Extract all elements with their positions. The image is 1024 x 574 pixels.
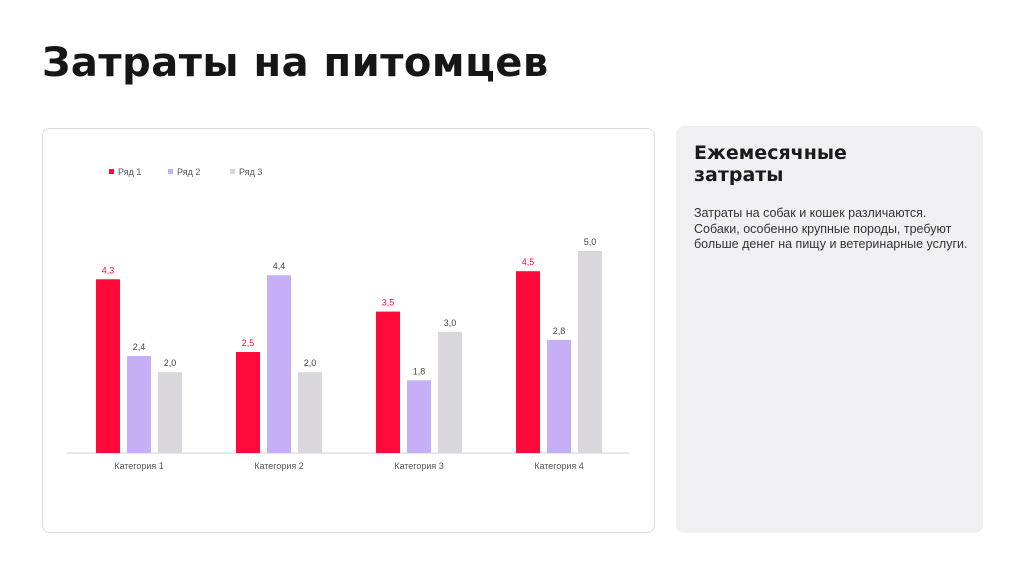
bar bbox=[158, 372, 182, 453]
x-tick-label: Категория 4 bbox=[534, 461, 584, 471]
chart-card: Ряд 1 Ряд 2 Ряд 3 4,3 2,5 3,5 4,5 2,4 4,4 1,8 2,8 2… bbox=[42, 128, 655, 533]
data-label: 4,5 bbox=[522, 257, 535, 267]
bar bbox=[578, 251, 602, 453]
bar bbox=[267, 275, 291, 453]
data-label: 2,5 bbox=[242, 338, 255, 348]
x-tick-label: Категория 1 bbox=[114, 461, 164, 471]
info-panel-text: Затраты на собак и кошек различаются. Со… bbox=[694, 206, 968, 251]
x-tick-label: Категория 3 bbox=[394, 461, 444, 471]
bar bbox=[127, 356, 151, 453]
bar bbox=[407, 380, 431, 453]
data-label: 3,5 bbox=[382, 298, 395, 308]
data-label: 2,0 bbox=[304, 358, 317, 368]
legend-label: Ряд 2 bbox=[177, 167, 200, 177]
data-label: 2,4 bbox=[133, 342, 146, 352]
legend-label: Ряд 3 bbox=[239, 167, 262, 177]
bar bbox=[438, 331, 462, 453]
bar bbox=[96, 279, 120, 453]
data-label: 4,4 bbox=[273, 261, 286, 271]
info-panel-title: Ежемесячные затраты bbox=[694, 142, 847, 186]
data-label: 5,0 bbox=[584, 237, 597, 247]
bar bbox=[376, 311, 400, 453]
legend-swatch bbox=[168, 169, 173, 174]
data-label: 4,3 bbox=[102, 265, 115, 275]
slide-title: Затраты на питомцев bbox=[42, 40, 549, 86]
data-label: 2,0 bbox=[164, 358, 177, 368]
legend-swatch bbox=[230, 169, 235, 174]
bar bbox=[547, 339, 571, 453]
x-tick-label: Категория 2 bbox=[254, 461, 304, 471]
bar bbox=[516, 271, 540, 453]
data-label: 2,8 bbox=[553, 326, 566, 336]
bar bbox=[298, 372, 322, 453]
bar bbox=[236, 352, 260, 453]
info-panel: Ежемесячные затраты Затраты на собак и к… bbox=[676, 126, 983, 533]
data-label: 3,0 bbox=[444, 318, 457, 328]
data-label: 1,8 bbox=[413, 366, 426, 376]
legend-label: Ряд 1 bbox=[118, 167, 141, 177]
legend-swatch bbox=[109, 169, 114, 174]
bar-chart: Ряд 1 Ряд 2 Ряд 3 4,3 2,5 3,5 4,5 2,4 4,4 1,8 2,8 2… bbox=[67, 167, 629, 471]
